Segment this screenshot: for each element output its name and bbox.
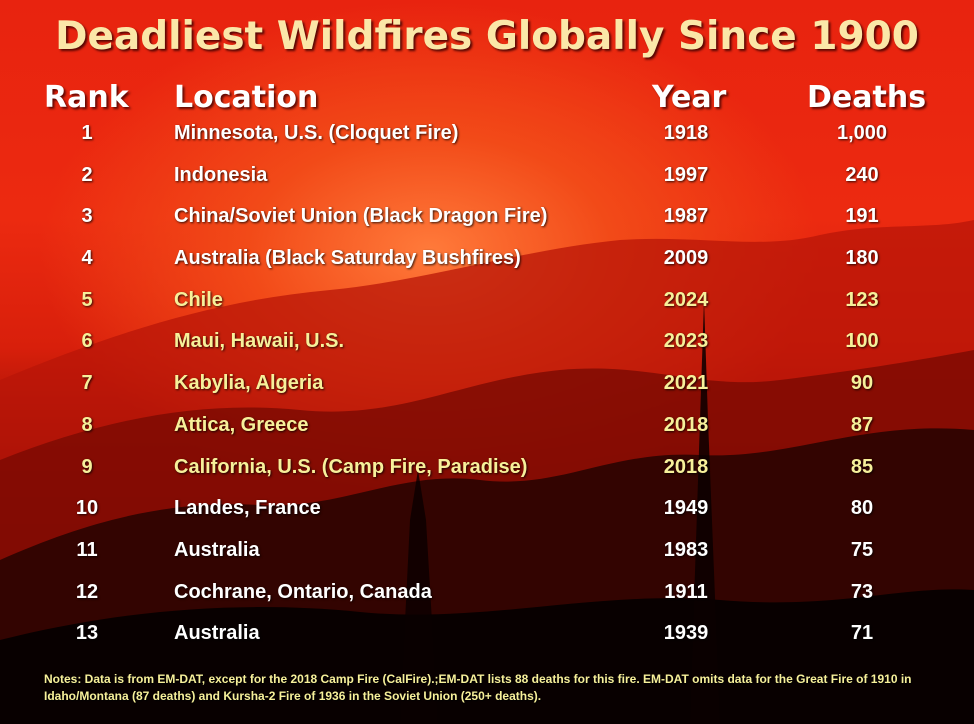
rank-cell: 13 [75,622,99,645]
location-cell: Australia [174,538,260,561]
table-row: 12 Cochrane, Ontario, Canada 1911 73 [0,571,974,613]
year-cell: 2018 [663,455,709,478]
deaths-cell: 240 [845,163,879,186]
year-cell: 2023 [663,330,709,353]
table-row: 13 Australia 1939 71 [0,612,974,654]
year-cell: 1949 [663,497,709,520]
table-row: 8 Attica, Greece 2018 87 [0,404,974,446]
location-cell: California, U.S. (Camp Fire, Paradise) [174,455,528,478]
table-row: 5 Chile 2024 123 [0,279,974,321]
deaths-cell: 75 [850,538,874,561]
deaths-cell: 71 [850,622,874,645]
rank-cell: 10 [75,497,99,520]
rank-cell: 3 [81,205,93,228]
location-cell: Maui, Hawaii, U.S. [174,330,345,353]
table-row: 10 Landes, France 1949 80 [0,487,974,529]
rank-cell: 2 [81,163,93,186]
table-row: 3 China/Soviet Union (Black Dragon Fire) 1… [0,195,974,237]
location-cell: Kabylia, Algeria [174,372,324,395]
deaths-cell: 1,000 [836,122,888,144]
location-cell: Landes, France [174,497,321,520]
rank-cell: 6 [81,330,93,353]
location-cell: Attica, Greece [174,413,309,436]
year-cell: 2024 [663,288,709,311]
rank-cell: 9 [81,455,93,478]
location-cell: Minnesota, U.S. (Cloquet Fire) [174,122,459,144]
location-cell: Indonesia [174,163,268,186]
year-cell: 1918 [663,122,709,144]
year-cell: 2009 [663,247,709,270]
year-cell: 1987 [663,205,709,228]
location-cell: Chile [174,288,223,311]
table-row: 1 Minnesota, U.S. (Cloquet Fire) 1918 1,000 [0,112,974,154]
location-cell: China/Soviet Union (Black Dragon Fire) [174,205,548,228]
deaths-cell: 80 [850,497,874,520]
table-row: 7 Kabylia, Algeria 2021 90 [0,362,974,404]
rank-cell: 12 [75,580,99,603]
year-cell: 1983 [663,538,709,561]
deaths-cell: 191 [845,205,879,228]
table-row: 4 Australia (Black Saturday Bushfires) 200… [0,237,974,279]
year-cell: 2021 [663,372,709,395]
rank-cell: 5 [81,288,93,311]
rank-cell: 4 [81,247,93,270]
location-cell: Australia [174,622,260,645]
year-cell: 1939 [663,622,709,645]
table-row: 6 Maui, Hawaii, U.S. 2023 100 [0,320,974,362]
header-year: Year [652,80,727,115]
deaths-cell: 90 [850,372,874,395]
location-cell: Australia (Black Saturday Bushfires) [174,247,521,270]
year-cell: 1997 [663,163,709,186]
notes-text: Notes: Data is from EM-DAT, except for t… [44,672,912,703]
header-rank: Rank [44,80,129,115]
deaths-cell: 87 [850,413,874,436]
deaths-cell: 85 [850,455,874,478]
location-cell: Cochrane, Ontario, Canada [174,580,432,603]
table-row: 9 California, U.S. (Camp Fire, Paradise) 2… [0,446,974,488]
rank-cell: 8 [81,413,93,436]
wildfire-table: 1 Minnesota, U.S. (Cloquet Fire) 1918 1,000… [0,112,974,654]
rank-cell: 11 [76,538,98,561]
year-cell: 1911 [664,580,708,603]
deaths-cell: 73 [850,580,874,603]
deaths-cell: 100 [845,330,879,353]
rank-cell: 7 [81,372,93,395]
page-title: Deadliest Wildfires Globally Since 1900 [55,14,919,59]
table-row: 2 Indonesia 1997 240 [0,154,974,196]
deaths-cell: 180 [845,247,879,270]
header-deaths: Deaths [807,80,927,115]
year-cell: 2018 [663,413,709,436]
table-row: 11 Australia 1983 75 [0,529,974,571]
deaths-cell: 123 [845,288,879,311]
header-location: Location [174,80,319,115]
rank-cell: 1 [81,122,93,144]
